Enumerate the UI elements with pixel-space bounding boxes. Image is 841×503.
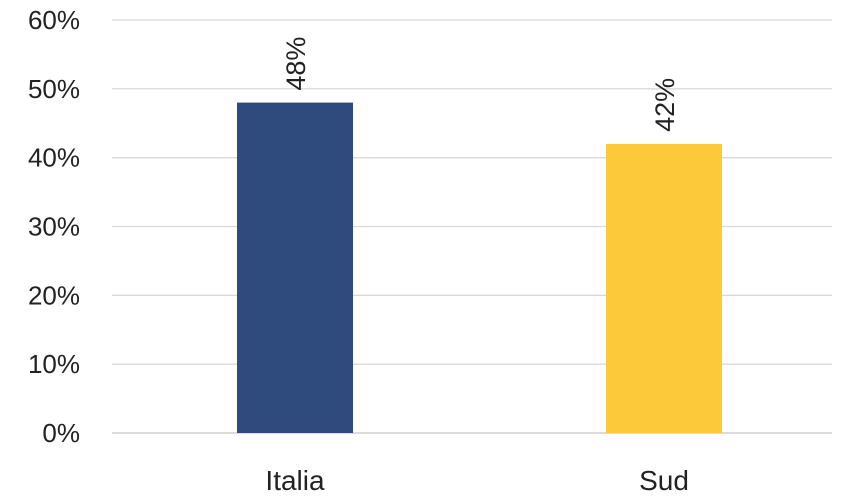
y-tick-label: 60% — [28, 5, 80, 35]
bars — [237, 102, 722, 433]
y-tick-label: 0% — [42, 418, 80, 448]
data-labels: 48% 42% — [281, 37, 680, 132]
bar-sud — [606, 143, 722, 433]
data-label-sud: 42% — [650, 78, 680, 132]
y-tick-label: 40% — [28, 143, 80, 173]
y-tick-label: 10% — [28, 349, 80, 379]
y-tick-label: 20% — [28, 280, 80, 310]
data-label-italia: 48% — [281, 37, 311, 91]
bar-italia — [237, 102, 353, 433]
x-axis-category-labels: Italia Sud — [265, 465, 688, 496]
category-label-sud: Sud — [639, 465, 689, 496]
y-tick-label: 50% — [28, 74, 80, 104]
y-axis-tick-labels: 0% 10% 20% 30% 40% 50% 60% — [28, 5, 80, 448]
category-label-italia: Italia — [265, 465, 325, 496]
gridlines — [112, 19, 832, 434]
y-tick-label: 30% — [28, 212, 80, 242]
